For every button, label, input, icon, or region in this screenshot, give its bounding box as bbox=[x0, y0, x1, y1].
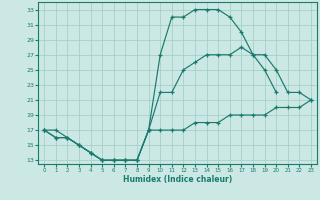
X-axis label: Humidex (Indice chaleur): Humidex (Indice chaleur) bbox=[123, 175, 232, 184]
